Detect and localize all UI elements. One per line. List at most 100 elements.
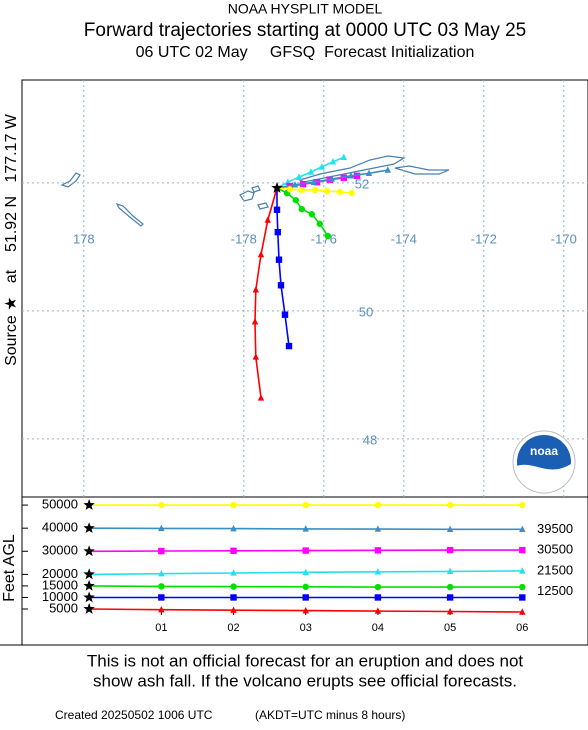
end-label: 21500 bbox=[537, 562, 573, 577]
y-title: Feet AGL bbox=[1, 534, 18, 602]
run-info: 06 UTC 02 May GFSQ Forecast Initializati… bbox=[136, 44, 475, 61]
marker bbox=[230, 594, 237, 601]
marker bbox=[274, 228, 281, 236]
created: Created 20250502 1006 UTC bbox=[55, 708, 213, 722]
lon-label: -178 bbox=[231, 231, 257, 246]
lon-label: -174 bbox=[391, 231, 417, 246]
marker bbox=[302, 568, 309, 575]
lon-label: -176 bbox=[311, 231, 337, 246]
marker bbox=[158, 524, 165, 532]
x-tick-label: 04 bbox=[372, 622, 384, 634]
marker bbox=[302, 606, 309, 614]
logo-text: noaa bbox=[530, 444, 558, 458]
marker bbox=[230, 606, 237, 613]
marker bbox=[302, 525, 309, 532]
marker bbox=[291, 181, 299, 188]
marker bbox=[446, 546, 454, 554]
marker bbox=[230, 547, 237, 555]
x-tick-label: 02 bbox=[227, 622, 239, 634]
marker bbox=[273, 206, 281, 213]
lat-label: 52 bbox=[355, 176, 369, 191]
marker bbox=[302, 501, 309, 509]
marker bbox=[374, 607, 382, 614]
y-tick-label: 10000 bbox=[42, 589, 78, 604]
marker bbox=[519, 608, 526, 615]
marker bbox=[374, 594, 382, 601]
frame bbox=[21, 79, 588, 646]
marker bbox=[281, 311, 289, 318]
marker bbox=[251, 318, 259, 325]
start-star bbox=[83, 603, 95, 614]
marker bbox=[519, 525, 526, 533]
y-tick-label: 5000 bbox=[49, 600, 78, 615]
marker bbox=[446, 501, 454, 509]
marker bbox=[353, 172, 361, 180]
start-star bbox=[83, 545, 95, 557]
start-star bbox=[83, 522, 95, 533]
start-star bbox=[83, 568, 95, 580]
marker bbox=[158, 547, 165, 555]
marker bbox=[230, 583, 237, 590]
lat-label: 48 bbox=[363, 432, 377, 447]
marker bbox=[230, 501, 237, 509]
source-star bbox=[271, 182, 283, 193]
lon-label: 178 bbox=[73, 231, 95, 246]
marker bbox=[519, 594, 526, 601]
y-tick-label: 50000 bbox=[42, 497, 78, 512]
end-label: 12500 bbox=[537, 583, 573, 598]
time-note: (AKDT=UTC minus 8 hours) bbox=[255, 708, 405, 722]
y-tick-label: 20000 bbox=[42, 566, 78, 581]
lat-label: 50 bbox=[359, 304, 373, 319]
marker bbox=[310, 178, 317, 185]
marker bbox=[374, 568, 382, 575]
marker bbox=[318, 163, 325, 170]
marker bbox=[252, 353, 259, 360]
marker bbox=[295, 173, 303, 180]
lon-label: -170 bbox=[551, 231, 577, 246]
marker bbox=[519, 546, 526, 554]
marker bbox=[446, 583, 454, 591]
marker bbox=[257, 250, 265, 258]
marker bbox=[158, 594, 165, 601]
end-label: 39500 bbox=[537, 521, 573, 536]
marker bbox=[340, 153, 347, 160]
coastline bbox=[60, 155, 450, 227]
marker bbox=[348, 189, 355, 197]
map: 178 -178 -176 -174 -172 -170 52 50 48 bbox=[22, 80, 588, 497]
lon-label: -172 bbox=[471, 231, 497, 246]
marker bbox=[264, 216, 271, 223]
marker bbox=[336, 188, 343, 196]
marker bbox=[285, 342, 293, 350]
y-tick-label: 15000 bbox=[42, 577, 78, 592]
marker bbox=[308, 211, 315, 218]
marker bbox=[374, 547, 382, 554]
marker bbox=[519, 501, 526, 509]
end-label: 30500 bbox=[537, 542, 573, 557]
marker bbox=[446, 594, 454, 601]
marker bbox=[519, 583, 526, 591]
marker bbox=[374, 501, 382, 509]
notice: This is not an official forecast for an … bbox=[87, 651, 524, 670]
marker bbox=[158, 583, 165, 590]
marker bbox=[257, 394, 265, 401]
marker bbox=[446, 607, 454, 615]
marker bbox=[311, 186, 319, 194]
marker bbox=[277, 282, 285, 289]
marker bbox=[307, 168, 315, 175]
marker bbox=[316, 220, 323, 228]
start-star bbox=[83, 591, 95, 603]
marker bbox=[374, 525, 382, 532]
marker bbox=[302, 547, 309, 554]
marker bbox=[323, 188, 331, 195]
source-label: Source ★ at 51.92 N 177.17 W bbox=[3, 113, 20, 366]
marker bbox=[298, 186, 305, 194]
y-tick-label: 30000 bbox=[42, 543, 78, 558]
noaa-logo: noaa bbox=[512, 430, 576, 494]
marker bbox=[519, 567, 526, 574]
title: NOAA HYSPLIT MODEL bbox=[228, 1, 383, 17]
marker bbox=[328, 175, 335, 182]
subtitle: Forward trajectories starting at 0000 UT… bbox=[84, 20, 526, 41]
marker bbox=[329, 158, 337, 165]
marker bbox=[347, 172, 355, 179]
